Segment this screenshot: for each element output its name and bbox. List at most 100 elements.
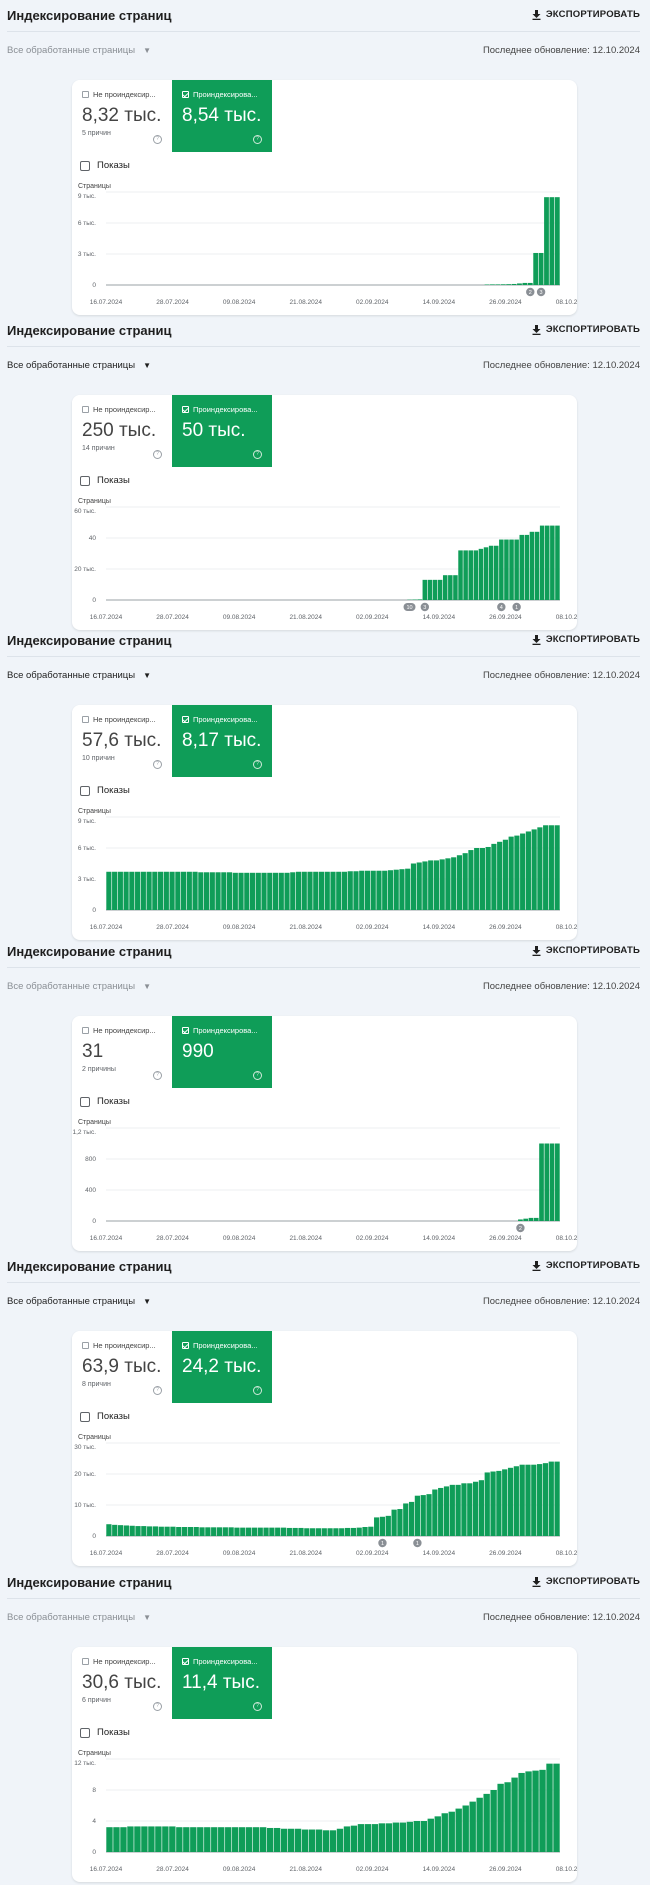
- bar[interactable]: [106, 1524, 112, 1536]
- impressions-checkbox[interactable]: [80, 160, 90, 171]
- bar[interactable]: [164, 1526, 170, 1536]
- bar[interactable]: [546, 1763, 553, 1852]
- bar[interactable]: [511, 283, 517, 285]
- bar[interactable]: [148, 1826, 155, 1852]
- pages-filter-dropdown[interactable]: Все обработанные страницы ▼: [7, 45, 151, 56]
- bar[interactable]: [385, 1515, 391, 1536]
- indexed-tile[interactable]: Проиндексирова... 990?: [172, 1016, 272, 1088]
- bar[interactable]: [504, 1782, 511, 1852]
- bar[interactable]: [239, 1827, 246, 1852]
- bar[interactable]: [176, 1527, 182, 1536]
- bar[interactable]: [478, 548, 484, 600]
- bar[interactable]: [538, 252, 544, 285]
- bar[interactable]: [292, 1527, 298, 1536]
- bar[interactable]: [514, 835, 520, 910]
- bar[interactable]: [520, 833, 526, 910]
- bar[interactable]: [341, 871, 348, 910]
- impressions-toggle[interactable]: Показы: [80, 785, 130, 796]
- bar[interactable]: [278, 872, 284, 910]
- bar[interactable]: [449, 1484, 455, 1536]
- bar[interactable]: [232, 872, 238, 910]
- bar[interactable]: [550, 525, 555, 600]
- bar[interactable]: [472, 1481, 479, 1536]
- bar[interactable]: [549, 197, 555, 285]
- indexed-checkbox[interactable]: [182, 406, 189, 413]
- not-indexed-checkbox[interactable]: [82, 1658, 89, 1665]
- bar[interactable]: [474, 848, 480, 910]
- bar[interactable]: [301, 871, 307, 910]
- bar[interactable]: [232, 1827, 239, 1852]
- bar[interactable]: [525, 1771, 532, 1852]
- indexed-checkbox[interactable]: [182, 716, 189, 723]
- bar[interactable]: [490, 284, 495, 285]
- bar[interactable]: [211, 1827, 218, 1852]
- bar[interactable]: [427, 1818, 434, 1852]
- bar[interactable]: [413, 1821, 420, 1852]
- bar[interactable]: [462, 853, 468, 910]
- bar[interactable]: [455, 1484, 461, 1536]
- bar[interactable]: [112, 871, 118, 910]
- bar[interactable]: [353, 871, 359, 910]
- bar[interactable]: [534, 531, 540, 600]
- bar[interactable]: [555, 1143, 560, 1222]
- bar[interactable]: [422, 861, 428, 910]
- bar[interactable]: [329, 1830, 337, 1852]
- bar[interactable]: [428, 860, 434, 910]
- bar[interactable]: [199, 1527, 205, 1536]
- bar[interactable]: [416, 862, 422, 910]
- bar[interactable]: [533, 252, 539, 285]
- bar[interactable]: [448, 575, 453, 600]
- bar[interactable]: [513, 1466, 519, 1536]
- bar[interactable]: [525, 1464, 531, 1536]
- bar[interactable]: [382, 870, 388, 910]
- bar[interactable]: [432, 1489, 438, 1537]
- bar[interactable]: [255, 872, 261, 910]
- bar[interactable]: [508, 836, 514, 910]
- bar[interactable]: [544, 1143, 550, 1222]
- indexed-tile[interactable]: Проиндексирова... 24,2 тыс.?: [172, 1331, 272, 1403]
- bar[interactable]: [393, 869, 399, 910]
- bar[interactable]: [356, 1527, 362, 1536]
- bar[interactable]: [269, 1527, 275, 1536]
- help-icon[interactable]: ?: [153, 1071, 162, 1080]
- bar[interactable]: [455, 1808, 462, 1852]
- bar[interactable]: [531, 1464, 537, 1536]
- bar[interactable]: [301, 1829, 309, 1853]
- bar[interactable]: [511, 1777, 518, 1852]
- bar[interactable]: [392, 1822, 400, 1852]
- bar[interactable]: [135, 871, 141, 910]
- bar[interactable]: [193, 1527, 199, 1536]
- bar[interactable]: [437, 579, 443, 600]
- bar[interactable]: [362, 1527, 368, 1536]
- indexed-tile[interactable]: Проиндексирова... 50 тыс.?: [172, 395, 272, 467]
- bar[interactable]: [522, 282, 528, 285]
- bar[interactable]: [500, 284, 506, 285]
- export-button[interactable]: ЭКСПОРТИРОВАТЬ: [532, 634, 640, 645]
- not-indexed-tile[interactable]: Не проиндексир... 31 2 причины?: [72, 1016, 172, 1088]
- bar[interactable]: [222, 1527, 228, 1536]
- pages-filter-dropdown[interactable]: Все обработанные страницы ▼: [7, 360, 151, 371]
- bar[interactable]: [129, 871, 135, 910]
- bar[interactable]: [514, 539, 519, 600]
- bar[interactable]: [204, 1827, 211, 1852]
- bar[interactable]: [290, 872, 296, 910]
- bar[interactable]: [298, 1527, 304, 1536]
- indexed-checkbox[interactable]: [182, 1027, 189, 1034]
- bar[interactable]: [245, 1827, 253, 1852]
- bar[interactable]: [330, 871, 336, 910]
- bar[interactable]: [304, 1528, 310, 1536]
- bar[interactable]: [343, 1826, 351, 1852]
- bar[interactable]: [533, 1217, 539, 1221]
- bar[interactable]: [518, 1219, 523, 1221]
- bar[interactable]: [368, 1526, 374, 1536]
- bar[interactable]: [209, 872, 215, 910]
- bar[interactable]: [461, 1483, 467, 1536]
- indexed-checkbox[interactable]: [182, 91, 189, 98]
- bar[interactable]: [397, 1509, 403, 1536]
- bar[interactable]: [519, 1464, 525, 1536]
- bar[interactable]: [234, 1527, 240, 1536]
- bar[interactable]: [117, 871, 123, 910]
- bar[interactable]: [539, 1143, 544, 1222]
- export-button[interactable]: ЭКСПОРТИРОВАТЬ: [532, 945, 640, 956]
- help-icon[interactable]: ?: [253, 135, 262, 144]
